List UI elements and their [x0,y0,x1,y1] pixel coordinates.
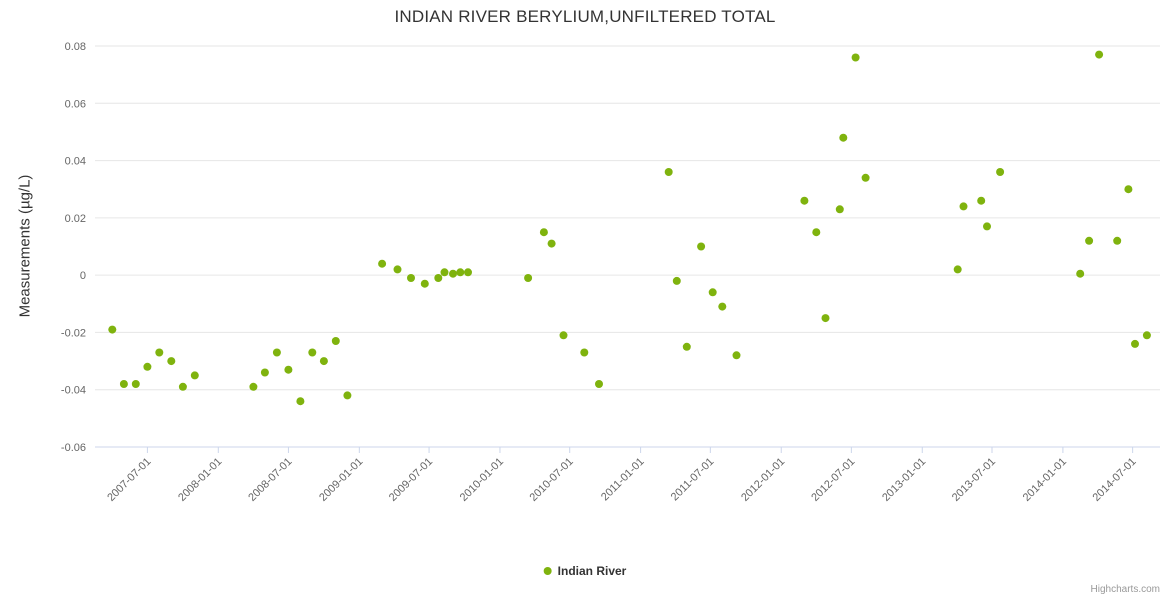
data-point[interactable] [959,202,968,211]
legend-label: Indian River [557,564,627,578]
x-tick-label: 2010-07-01 [528,456,576,504]
data-point[interactable] [119,380,128,388]
data-point[interactable] [559,331,568,340]
y-tick-label: 0.06 [65,98,86,110]
data-point[interactable] [464,268,472,277]
data-point[interactable] [456,268,465,277]
data-point[interactable] [284,365,293,374]
data-point[interactable] [393,265,402,274]
data-point[interactable] [996,168,1005,176]
data-point[interactable] [308,348,317,357]
x-tick-label: 2011-07-01 [669,456,717,504]
x-tick-label: 2011-01-01 [599,456,647,504]
data-point[interactable] [143,362,152,371]
data-point[interactable] [1095,50,1104,59]
data-point[interactable] [718,302,727,311]
data-point[interactable] [861,173,870,182]
data-point[interactable] [108,325,117,334]
data-point[interactable] [983,222,991,231]
x-tick-label: 2013-07-01 [950,456,998,504]
x-tick-label: 2010-01-01 [458,456,506,504]
x-tick-label: 2009-07-01 [387,456,435,504]
legend-item-indian-river[interactable]: Indian River [543,564,627,578]
y-tick-label: 0.04 [65,156,86,168]
x-tick-label: 2007-07-01 [105,456,153,504]
data-point[interactable] [440,268,449,277]
data-point[interactable] [953,265,962,274]
data-point[interactable] [682,342,691,351]
data-point[interactable] [449,269,457,278]
y-tick-label: -0.04 [61,385,86,397]
data-point[interactable] [851,53,860,62]
y-tick-label: 0.08 [65,41,86,53]
data-point[interactable] [131,380,140,388]
data-point[interactable] [319,357,328,366]
x-tick-label: 2014-01-01 [1021,456,1069,504]
data-point[interactable] [1124,185,1133,194]
y-tick-label: 0 [80,270,86,282]
data-point[interactable] [1142,331,1151,340]
data-point[interactable] [272,348,281,357]
data-point[interactable] [407,274,415,282]
x-tick-label: 2008-07-01 [246,456,294,504]
data-point[interactable] [1131,339,1139,348]
data-point[interactable] [343,391,352,400]
x-tick-label: 2012-01-01 [739,456,787,504]
data-point[interactable] [260,368,269,377]
data-point[interactable] [1113,236,1122,245]
data-point[interactable] [331,337,340,345]
data-point[interactable] [821,314,830,323]
legend-marker-icon [543,567,552,575]
data-point[interactable] [378,259,387,268]
data-point[interactable] [167,357,176,366]
y-tick-label: -0.02 [61,327,86,339]
data-point[interactable] [1085,236,1094,245]
x-tick-label: 2013-01-01 [880,456,928,504]
data-point[interactable] [296,397,305,406]
data-point[interactable] [839,133,848,142]
highcharts-credit[interactable]: Highcharts.com [1090,584,1160,595]
data-point[interactable] [524,274,533,282]
x-tick-label: 2012-07-01 [809,456,857,504]
data-point[interactable] [812,228,821,237]
x-tick-label: 2008-01-01 [176,456,224,504]
data-point[interactable] [697,242,706,251]
data-point[interactable] [539,228,548,237]
data-point[interactable] [1076,269,1085,278]
data-point[interactable] [155,348,164,357]
data-point[interactable] [249,382,258,391]
y-tick-label: 0.02 [65,213,86,225]
data-point[interactable] [595,380,603,388]
data-point[interactable] [434,274,443,282]
data-point[interactable] [664,168,673,176]
data-point[interactable] [190,371,199,380]
data-point[interactable] [580,348,589,357]
data-point[interactable] [732,351,741,360]
x-tick-label: 2009-01-01 [317,456,365,504]
chart-title: INDIAN RIVER BERYLIUM,UNFILTERED TOTAL [394,7,776,26]
data-point[interactable] [977,196,986,205]
data-point[interactable] [672,276,681,285]
data-point[interactable] [547,239,556,248]
data-point[interactable] [835,205,844,214]
y-tick-label: -0.06 [61,442,86,454]
x-tick-label: 2014-07-01 [1090,456,1138,504]
data-point[interactable] [800,196,809,205]
data-point[interactable] [178,382,187,391]
data-point[interactable] [420,279,429,288]
data-point[interactable] [708,288,717,297]
